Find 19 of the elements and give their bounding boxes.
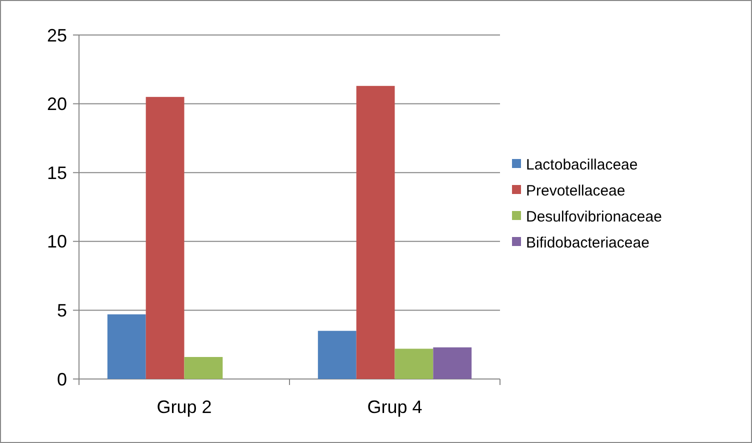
bar: [433, 347, 472, 379]
bar: [146, 96, 184, 379]
y-tick-label: 10: [46, 232, 67, 252]
y-tick-label: 5: [56, 300, 67, 320]
x-tick-label: Grup 2: [156, 397, 212, 417]
legend-label: Desulfovibrionaceae: [526, 208, 662, 226]
y-tick-label: 0: [56, 369, 67, 390]
bar: [356, 86, 395, 379]
legend-label: Prevotellaceae: [526, 182, 626, 200]
x-tick-label: Grup 4: [367, 397, 422, 417]
bar: [318, 330, 356, 379]
bar: [184, 356, 223, 379]
y-tick-label: 20: [46, 94, 67, 114]
y-tick-label: 25: [46, 25, 67, 46]
bar: [394, 348, 434, 379]
y-tick-label: 15: [46, 162, 67, 183]
bar: [107, 314, 146, 379]
legend-label: Bifidobacteriaceae: [526, 234, 650, 252]
legend-label: Lactobacillaceae: [526, 156, 638, 174]
